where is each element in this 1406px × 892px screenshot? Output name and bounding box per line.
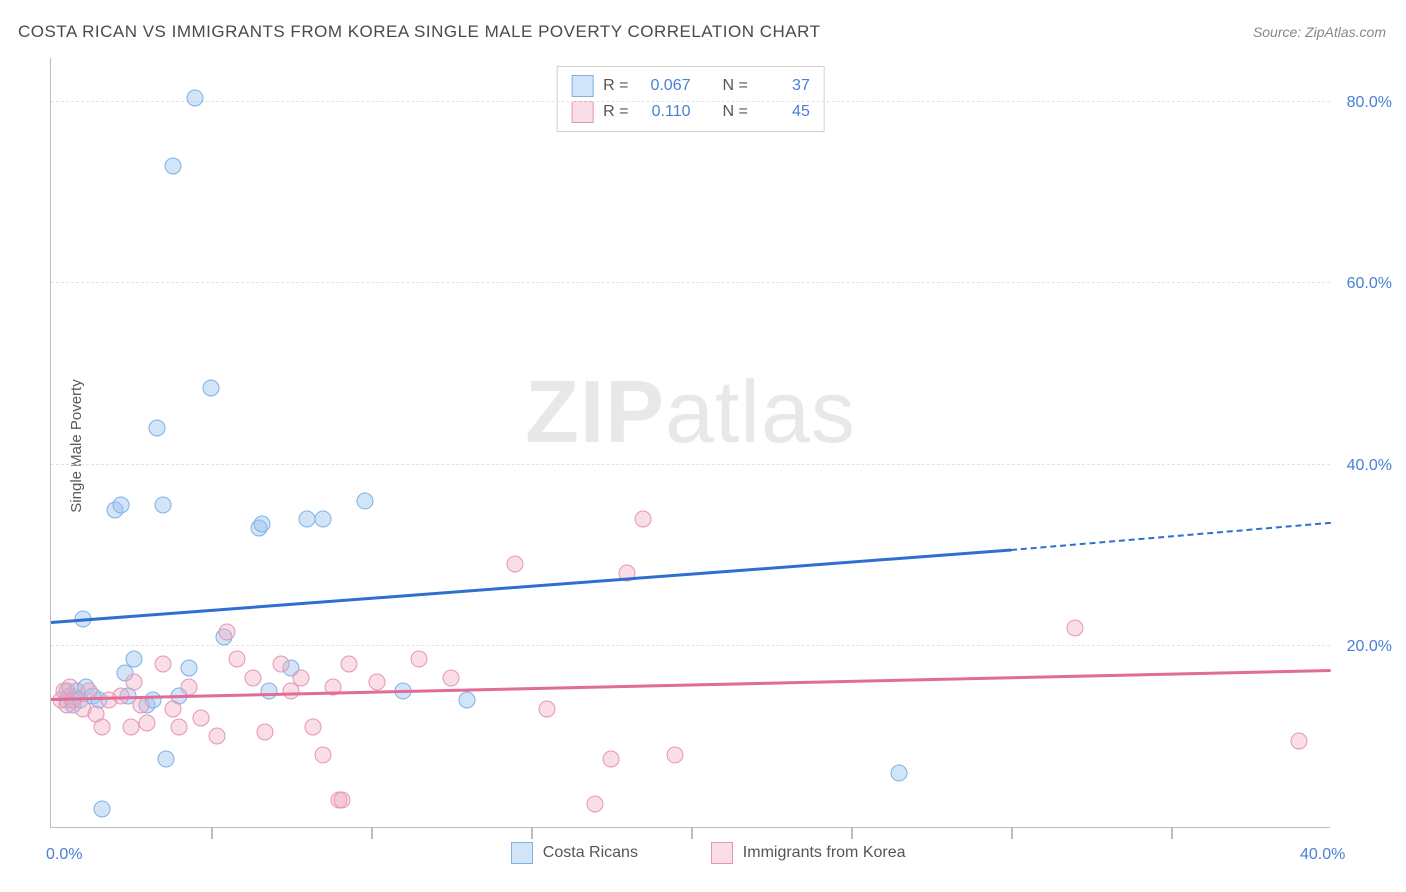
- data-point: [1291, 732, 1308, 749]
- data-point: [292, 669, 309, 686]
- watermark-logo: ZIPatlas: [525, 361, 856, 463]
- data-point: [193, 710, 210, 727]
- chart-title: COSTA RICAN VS IMMIGRANTS FROM KOREA SIN…: [18, 22, 820, 42]
- data-point: [459, 692, 476, 709]
- data-point: [443, 669, 460, 686]
- data-point: [126, 674, 143, 691]
- series-legend-item: Immigrants from Korea: [711, 842, 906, 864]
- trend-line: [51, 669, 1331, 700]
- data-point: [315, 746, 332, 763]
- data-point: [132, 696, 149, 713]
- data-point: [155, 497, 172, 514]
- data-point: [171, 719, 188, 736]
- data-point: [187, 89, 204, 106]
- legend-row: R = 0.110 N = 45: [571, 99, 810, 125]
- data-point: [260, 683, 277, 700]
- series-legend-item: Costa Ricans: [511, 842, 638, 864]
- legend-n-value: 45: [758, 99, 810, 125]
- legend-r-label: R =: [603, 73, 628, 99]
- data-point: [94, 800, 111, 817]
- x-tick: [371, 827, 373, 839]
- gridline: [51, 464, 1330, 465]
- data-point: [180, 660, 197, 677]
- data-point: [305, 719, 322, 736]
- data-point: [356, 492, 373, 509]
- data-point: [299, 511, 316, 528]
- data-point: [411, 651, 428, 668]
- y-tick-label: 60.0%: [1347, 275, 1392, 293]
- x-tick: [691, 827, 693, 839]
- trend-line: [1011, 522, 1331, 551]
- x-tick: [851, 827, 853, 839]
- data-point: [113, 497, 130, 514]
- x-tick: [211, 827, 213, 839]
- data-point: [369, 674, 386, 691]
- legend-n-label: N =: [723, 99, 748, 125]
- data-point: [667, 746, 684, 763]
- data-point: [139, 714, 156, 731]
- data-point: [891, 764, 908, 781]
- data-point: [219, 624, 236, 641]
- x-tick: [1171, 827, 1173, 839]
- data-point: [273, 655, 290, 672]
- data-point: [123, 719, 140, 736]
- legend-swatch: [571, 75, 593, 97]
- legend-row: R = 0.067 N = 37: [571, 73, 810, 99]
- data-point: [635, 511, 652, 528]
- data-point: [507, 556, 524, 573]
- data-point: [315, 511, 332, 528]
- data-point: [587, 796, 604, 813]
- legend-swatch: [571, 101, 593, 123]
- correlation-legend: R = 0.067 N = 37 R = 0.110 N = 45: [556, 66, 825, 132]
- legend-r-value: 0.110: [639, 99, 691, 125]
- data-point: [209, 728, 226, 745]
- gridline: [51, 101, 1330, 102]
- data-point: [94, 719, 111, 736]
- x-tick-label: 0.0%: [46, 846, 82, 864]
- x-tick: [1011, 827, 1013, 839]
- y-tick-label: 40.0%: [1347, 457, 1392, 475]
- data-point: [257, 723, 274, 740]
- data-point: [340, 655, 357, 672]
- data-point: [334, 791, 351, 808]
- data-point: [603, 751, 620, 768]
- gridline: [51, 282, 1330, 283]
- x-tick-label: 40.0%: [1300, 846, 1345, 864]
- legend-swatch: [511, 842, 533, 864]
- series-label: Costa Ricans: [543, 844, 638, 862]
- data-point: [158, 751, 175, 768]
- data-point: [180, 678, 197, 695]
- data-point: [155, 655, 172, 672]
- legend-r-label: R =: [603, 99, 628, 125]
- trend-line: [51, 548, 1011, 623]
- gridline: [51, 645, 1330, 646]
- data-point: [126, 651, 143, 668]
- data-point: [254, 515, 271, 532]
- legend-n-label: N =: [723, 73, 748, 99]
- series-label: Immigrants from Korea: [743, 844, 906, 862]
- data-point: [203, 379, 220, 396]
- x-tick: [531, 827, 533, 839]
- legend-r-value: 0.067: [639, 73, 691, 99]
- data-point: [164, 157, 181, 174]
- data-point: [539, 701, 556, 718]
- legend-n-value: 37: [758, 73, 810, 99]
- data-point: [1067, 619, 1084, 636]
- scatter-plot-area: ZIPatlas R =0.067N =37R =0.110N =45 20.0…: [50, 58, 1330, 828]
- data-point: [228, 651, 245, 668]
- data-point: [244, 669, 261, 686]
- y-tick-label: 20.0%: [1347, 638, 1392, 656]
- data-point: [164, 701, 181, 718]
- y-tick-label: 80.0%: [1347, 94, 1392, 112]
- legend-swatch: [711, 842, 733, 864]
- source-attribution: Source: ZipAtlas.com: [1253, 24, 1386, 40]
- data-point: [148, 420, 165, 437]
